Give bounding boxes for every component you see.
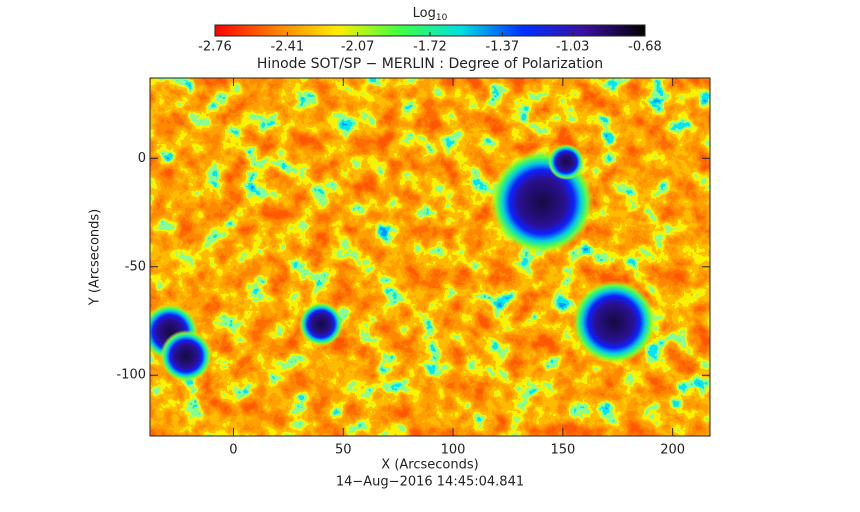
colorbar-label-main: Log <box>413 6 436 21</box>
y-tick-label: 0 <box>138 151 146 166</box>
sunspot <box>299 302 343 346</box>
colorbar-tick-label: -1.37 <box>486 40 520 55</box>
sunspot <box>160 330 212 382</box>
x-tick-label: 50 <box>335 443 352 458</box>
map-image <box>150 78 710 436</box>
y-axis-label: Y (Arcseconds) <box>88 209 103 306</box>
colorbar-tick-label: -1.03 <box>556 40 590 55</box>
x-tick-label: 0 <box>229 443 237 458</box>
x-tick-label: 150 <box>550 443 575 458</box>
colorbar-tick-label: -2.07 <box>341 40 375 55</box>
date-label: 14−Aug−2016 14:45:04.841 <box>336 475 524 490</box>
y-tick-label: -100 <box>116 368 146 383</box>
x-tick-label: 100 <box>441 443 466 458</box>
colorbar-tick-label: -0.68 <box>628 40 662 55</box>
colorbar-tick-label: -1.72 <box>413 40 447 55</box>
polarization-map <box>150 78 710 436</box>
colorbar-label-sub: 10 <box>436 13 448 23</box>
chart-title: Hinode SOT/SP − MERLIN : Degree of Polar… <box>257 56 603 72</box>
sunspot <box>572 280 656 364</box>
colorbar-tick-label: -2.41 <box>271 40 305 55</box>
colorbar <box>215 25 645 36</box>
x-axis-label: X (Arcseconds) <box>381 458 478 473</box>
y-tick-label: -50 <box>125 259 146 274</box>
x-tick-label: 200 <box>660 443 685 458</box>
sunspot <box>548 144 584 180</box>
plot-frame <box>149 77 711 437</box>
colorbar-tick-label: -2.76 <box>198 40 232 55</box>
colorbar-label: Log10 <box>413 6 448 23</box>
